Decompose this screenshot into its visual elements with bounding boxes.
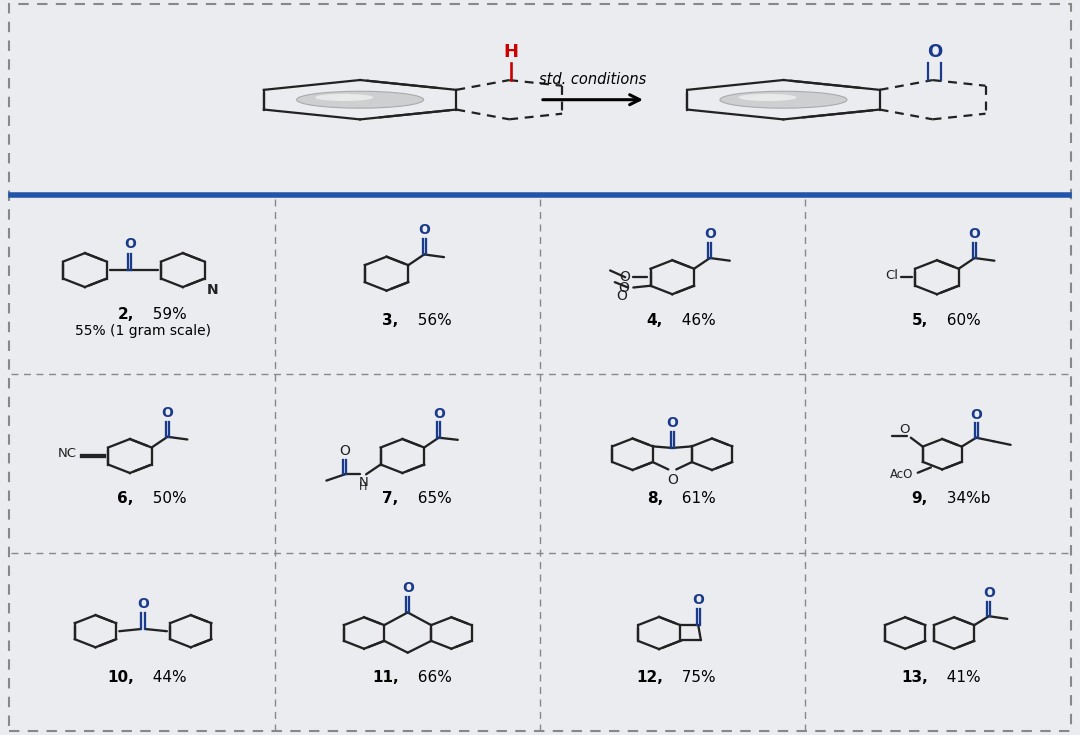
Text: 65%: 65% (408, 492, 451, 506)
Text: N: N (207, 283, 219, 297)
Text: 2,: 2, (118, 307, 134, 322)
Text: 8,: 8, (647, 492, 663, 506)
Text: O: O (927, 43, 943, 61)
Ellipse shape (720, 91, 847, 108)
Text: 55% (1 gram scale): 55% (1 gram scale) (76, 324, 211, 338)
Text: O: O (433, 406, 445, 420)
Text: O: O (666, 416, 678, 430)
Text: 9,: 9, (912, 492, 928, 506)
Text: O: O (969, 227, 981, 241)
Text: 44%: 44% (143, 670, 187, 685)
Text: O: O (339, 444, 350, 458)
Text: AcO: AcO (890, 468, 914, 481)
Text: NC: NC (58, 447, 77, 460)
Text: O: O (162, 406, 174, 420)
Text: 61%: 61% (672, 492, 716, 506)
Text: 10,: 10, (107, 670, 134, 685)
Ellipse shape (739, 94, 797, 101)
Text: O: O (124, 237, 136, 251)
Ellipse shape (297, 91, 423, 108)
Text: O: O (666, 473, 678, 487)
Text: 56%: 56% (408, 312, 451, 328)
Ellipse shape (315, 94, 374, 101)
Text: 75%: 75% (672, 670, 716, 685)
Text: H: H (504, 43, 518, 61)
Text: 50%: 50% (143, 492, 187, 506)
Text: O: O (616, 289, 626, 303)
Text: O: O (137, 597, 149, 611)
Text: O: O (692, 593, 704, 607)
Text: 34%b: 34%b (937, 492, 990, 506)
Text: 46%: 46% (672, 312, 716, 328)
Text: 41%: 41% (937, 670, 981, 685)
Text: O: O (970, 408, 982, 422)
Text: O: O (418, 223, 430, 237)
Text: 66%: 66% (408, 670, 451, 685)
Text: std. conditions: std. conditions (539, 71, 647, 87)
Text: O: O (402, 581, 414, 595)
Text: 11,: 11, (372, 670, 399, 685)
Text: 13,: 13, (901, 670, 928, 685)
Text: N: N (359, 476, 368, 490)
Text: O: O (619, 270, 630, 284)
Text: 12,: 12, (636, 670, 663, 685)
Text: O: O (619, 281, 630, 295)
Text: 60%: 60% (937, 312, 981, 328)
Text: 6,: 6, (118, 492, 134, 506)
Text: 59%: 59% (143, 307, 187, 322)
Text: Cl: Cl (886, 269, 899, 282)
Text: 4,: 4, (647, 312, 663, 328)
Text: O: O (983, 586, 995, 600)
Text: 3,: 3, (382, 312, 399, 328)
Text: H: H (360, 482, 367, 492)
Text: O: O (899, 423, 909, 436)
Text: 7,: 7, (382, 492, 399, 506)
Text: O: O (704, 227, 716, 241)
Text: 5,: 5, (912, 312, 928, 328)
